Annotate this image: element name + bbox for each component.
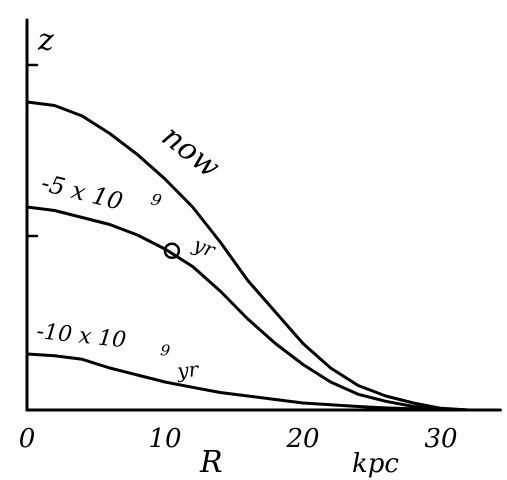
x-tick-label: 30 [424, 424, 457, 454]
curve-annotations: now -5 x 10 9 yr -10 x 10 9 yr [35, 119, 226, 383]
x-axis-label: R [199, 445, 223, 480]
x-tick-label: 10 [148, 424, 181, 454]
x-axis-unit: kpc [352, 449, 399, 479]
x-tick-label: 0 [19, 424, 36, 454]
annotation-minus10-unit: yr [175, 357, 201, 383]
annotation-now: now [155, 119, 226, 186]
annotation-minus10-label: -10 x 10 [35, 319, 127, 353]
annotation-minus10-exponent: 9 [160, 341, 172, 360]
series-lines [25, 100, 471, 412]
series-line-2 [25, 352, 471, 412]
axes [25, 18, 502, 412]
x-tick-labels: 0 10 20 30 [19, 424, 458, 454]
y-axis-label: z [37, 23, 54, 58]
sun-position-marker [163, 242, 181, 259]
annotation-minus5-exponent: 9 [149, 189, 163, 210]
series-line-1 [25, 205, 471, 412]
series-line-0 [25, 100, 471, 412]
x-tick-label: 20 [285, 424, 319, 454]
